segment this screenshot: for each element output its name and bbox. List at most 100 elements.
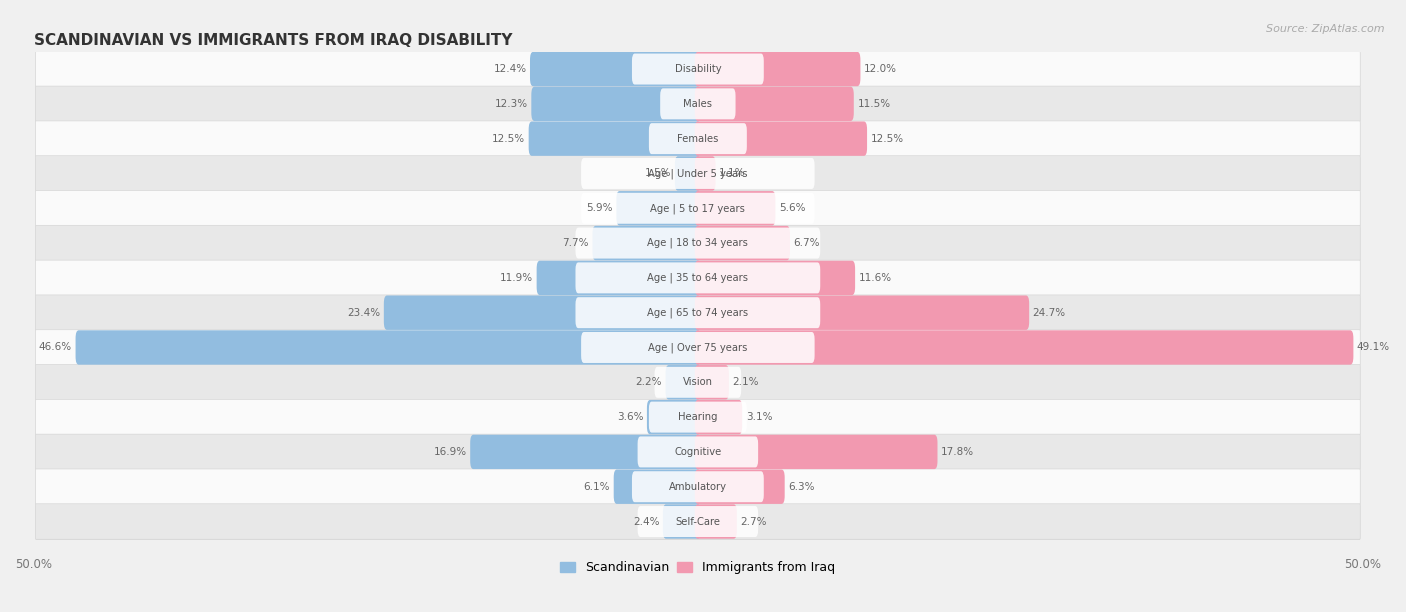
FancyBboxPatch shape [35, 435, 1360, 471]
FancyBboxPatch shape [35, 469, 1360, 504]
FancyBboxPatch shape [35, 155, 1360, 191]
FancyBboxPatch shape [35, 400, 1360, 435]
FancyBboxPatch shape [661, 88, 735, 119]
FancyBboxPatch shape [35, 260, 1360, 296]
FancyBboxPatch shape [537, 261, 702, 295]
FancyBboxPatch shape [695, 87, 853, 121]
Text: Cognitive: Cognitive [675, 447, 721, 457]
FancyBboxPatch shape [35, 296, 1360, 331]
Text: 5.9%: 5.9% [586, 203, 613, 213]
Text: 49.1%: 49.1% [1357, 343, 1391, 353]
FancyBboxPatch shape [575, 263, 820, 293]
FancyBboxPatch shape [695, 365, 728, 400]
Text: 12.5%: 12.5% [492, 133, 524, 144]
Text: Males: Males [683, 99, 713, 109]
FancyBboxPatch shape [35, 191, 1360, 226]
FancyBboxPatch shape [35, 504, 1360, 540]
FancyBboxPatch shape [662, 504, 702, 539]
FancyBboxPatch shape [529, 121, 702, 156]
Legend: Scandinavian, Immigrants from Iraq: Scandinavian, Immigrants from Iraq [561, 561, 835, 574]
FancyBboxPatch shape [695, 400, 742, 435]
Text: 17.8%: 17.8% [941, 447, 974, 457]
FancyBboxPatch shape [35, 330, 1360, 366]
Text: 24.7%: 24.7% [1033, 308, 1066, 318]
FancyBboxPatch shape [650, 401, 747, 433]
FancyBboxPatch shape [695, 504, 737, 539]
Text: Females: Females [678, 133, 718, 144]
Text: Ambulatory: Ambulatory [669, 482, 727, 491]
FancyBboxPatch shape [695, 52, 860, 86]
FancyBboxPatch shape [470, 435, 702, 469]
Text: Age | 35 to 64 years: Age | 35 to 64 years [647, 272, 748, 283]
Text: 2.1%: 2.1% [733, 378, 759, 387]
FancyBboxPatch shape [637, 436, 758, 468]
FancyBboxPatch shape [631, 54, 763, 84]
Text: 16.9%: 16.9% [433, 447, 467, 457]
Text: Vision: Vision [683, 378, 713, 387]
FancyBboxPatch shape [35, 226, 1360, 261]
FancyBboxPatch shape [616, 191, 702, 225]
FancyBboxPatch shape [695, 261, 855, 295]
Text: SCANDINAVIAN VS IMMIGRANTS FROM IRAQ DISABILITY: SCANDINAVIAN VS IMMIGRANTS FROM IRAQ DIS… [34, 33, 512, 48]
Text: 12.4%: 12.4% [494, 64, 526, 74]
Text: 11.9%: 11.9% [501, 273, 533, 283]
FancyBboxPatch shape [35, 365, 1360, 401]
Text: 11.5%: 11.5% [858, 99, 890, 109]
FancyBboxPatch shape [575, 228, 820, 258]
Text: 6.1%: 6.1% [583, 482, 610, 491]
FancyBboxPatch shape [35, 157, 1360, 192]
FancyBboxPatch shape [35, 469, 1360, 505]
FancyBboxPatch shape [35, 330, 1360, 365]
FancyBboxPatch shape [575, 297, 820, 328]
Text: Age | 5 to 17 years: Age | 5 to 17 years [651, 203, 745, 214]
Text: 3.6%: 3.6% [617, 412, 644, 422]
FancyBboxPatch shape [35, 51, 1360, 87]
FancyBboxPatch shape [35, 434, 1360, 469]
Text: Disability: Disability [675, 64, 721, 74]
Text: 12.3%: 12.3% [495, 99, 527, 109]
Text: 1.5%: 1.5% [645, 168, 671, 179]
FancyBboxPatch shape [695, 469, 785, 504]
Text: Age | 65 to 74 years: Age | 65 to 74 years [647, 307, 748, 318]
Text: 2.4%: 2.4% [633, 517, 659, 526]
Text: 23.4%: 23.4% [347, 308, 380, 318]
FancyBboxPatch shape [531, 87, 702, 121]
FancyBboxPatch shape [695, 226, 790, 260]
FancyBboxPatch shape [675, 156, 702, 191]
Text: 6.3%: 6.3% [789, 482, 814, 491]
FancyBboxPatch shape [35, 295, 1360, 330]
FancyBboxPatch shape [650, 123, 747, 154]
FancyBboxPatch shape [581, 193, 814, 224]
Text: Age | 18 to 34 years: Age | 18 to 34 years [647, 238, 748, 248]
FancyBboxPatch shape [35, 261, 1360, 296]
Text: 1.1%: 1.1% [718, 168, 745, 179]
FancyBboxPatch shape [35, 121, 1360, 157]
Text: Hearing: Hearing [678, 412, 717, 422]
FancyBboxPatch shape [655, 367, 741, 398]
FancyBboxPatch shape [695, 156, 716, 191]
Text: 2.2%: 2.2% [636, 378, 662, 387]
FancyBboxPatch shape [35, 400, 1360, 436]
FancyBboxPatch shape [530, 52, 702, 86]
FancyBboxPatch shape [35, 52, 1360, 88]
FancyBboxPatch shape [35, 365, 1360, 400]
FancyBboxPatch shape [35, 122, 1360, 157]
FancyBboxPatch shape [647, 400, 702, 435]
FancyBboxPatch shape [613, 469, 702, 504]
Text: 46.6%: 46.6% [39, 343, 72, 353]
FancyBboxPatch shape [695, 296, 1029, 330]
FancyBboxPatch shape [695, 435, 938, 469]
FancyBboxPatch shape [695, 191, 775, 225]
Text: Age | Under 5 years: Age | Under 5 years [648, 168, 748, 179]
Text: 2.7%: 2.7% [741, 517, 766, 526]
FancyBboxPatch shape [384, 296, 702, 330]
Text: 12.5%: 12.5% [870, 133, 904, 144]
FancyBboxPatch shape [35, 504, 1360, 539]
FancyBboxPatch shape [695, 330, 1354, 365]
Text: Source: ZipAtlas.com: Source: ZipAtlas.com [1267, 24, 1385, 34]
Text: 3.1%: 3.1% [745, 412, 772, 422]
FancyBboxPatch shape [637, 506, 758, 537]
Text: 5.6%: 5.6% [779, 203, 806, 213]
Text: 11.6%: 11.6% [859, 273, 891, 283]
FancyBboxPatch shape [35, 225, 1360, 261]
